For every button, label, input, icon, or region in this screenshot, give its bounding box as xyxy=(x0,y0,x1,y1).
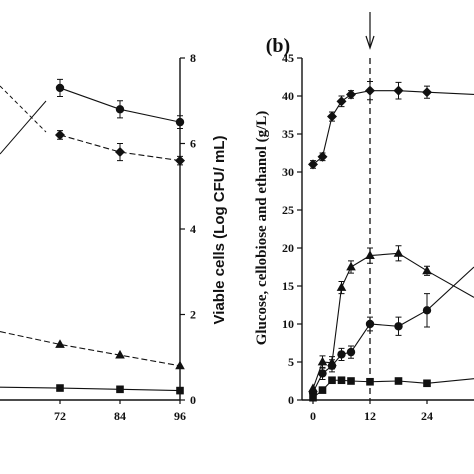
panel-a-partial-line-lower xyxy=(0,85,47,133)
panel-a-square-point xyxy=(116,385,124,394)
panel-b-circle-point xyxy=(318,369,327,378)
panel-a-y-tick-label: 8 xyxy=(190,51,196,65)
panel-b-y-tick-label: 10 xyxy=(282,317,294,331)
panel-a-y-tick-label: 2 xyxy=(190,308,196,322)
panel-a-y-right-label: Viable cells (Log CFU/ mL) xyxy=(211,136,228,325)
panel-b-arrow xyxy=(365,12,375,50)
panel-b-circle-point xyxy=(422,306,432,315)
panel-a-square-point xyxy=(56,384,64,392)
panel-b-triangle-point xyxy=(317,356,328,366)
panel-b-diamond-point xyxy=(422,87,432,98)
panel-b-diamond-point xyxy=(336,96,347,107)
panel-b-y-left-label: Glucose, cellobiose and ethanol (g/L) xyxy=(254,111,270,346)
panel-b-y-tick-label: 40 xyxy=(282,89,294,103)
panel-b-label: (b) xyxy=(266,35,290,57)
panel-b-y-tick-label: 5 xyxy=(288,355,294,369)
panel-b-triangle-point xyxy=(336,282,347,291)
panel-a-partial-line-upper xyxy=(0,100,47,155)
panel-b-y-tick-label: 35 xyxy=(282,127,294,141)
panel-b-x-tick-label: 24 xyxy=(421,409,433,423)
panel-b-circle-point xyxy=(346,347,356,357)
panel-a-circle-point xyxy=(115,105,125,114)
panel-b-y-tick-label: 0 xyxy=(288,393,294,407)
panel-a-circle-point xyxy=(175,117,185,127)
panel-b-y-tick-label: 15 xyxy=(282,279,294,293)
panel-b-square-point xyxy=(318,386,327,394)
panel-b-circle-point xyxy=(394,322,403,331)
panel-a-x-tick-label: 96 xyxy=(174,409,186,423)
panel-a-x-tick-label: 84 xyxy=(114,409,126,423)
panel-a-y-tick-label: 0 xyxy=(190,393,196,407)
panel-b-series-line xyxy=(312,378,474,399)
panel-b-circle-point xyxy=(327,361,337,370)
panel-b-square-point xyxy=(337,376,346,385)
panel-a-series-line xyxy=(59,134,181,162)
panel-a-y-tick-label: 4 xyxy=(190,222,196,236)
panel-a-diamond-point xyxy=(175,155,185,166)
panel-b-square-point xyxy=(347,377,355,385)
panel-b-y-tick-label: 45 xyxy=(282,51,294,65)
panel-a-circle-point xyxy=(55,83,65,93)
panel-a-triangle-point xyxy=(175,360,185,370)
panel-a-diamond-point xyxy=(115,147,125,158)
panel-a: 0 2 4 6 8 72 84 96 Viable cells (Log CFU/ mL) xyxy=(0,51,228,423)
panel-b-diamond-point xyxy=(317,151,328,162)
panel-b-triangle-point xyxy=(346,261,356,271)
panel-b-series-line xyxy=(312,252,474,389)
panel-a-square-point xyxy=(176,386,184,395)
panel-b-square-point xyxy=(394,377,403,385)
panel-b-square-point xyxy=(366,377,374,386)
panel-b-y-tick-label: 30 xyxy=(282,165,294,179)
panel-b-triangle-point xyxy=(393,248,404,257)
panel-b-square-point xyxy=(423,379,431,388)
panel-b-diamond-point xyxy=(365,85,375,96)
panel-b-x-tick-label: 12 xyxy=(364,409,376,423)
panel-a-y-tick-label: 6 xyxy=(190,137,196,151)
panel-b-circle-point xyxy=(337,350,346,359)
panel-b: (b) 0 5 10 15 20 25 30 35 40 45 0 12 24 Glucose, ce… xyxy=(254,12,474,423)
panel-b-y-tick-label: 20 xyxy=(282,241,294,255)
panel-a-triangle-point xyxy=(115,349,125,359)
panel-b-triangle-point xyxy=(365,250,375,259)
panel-a-triangle-point xyxy=(55,339,65,348)
panel-a-series-line xyxy=(0,331,181,367)
panel-b-circle-point xyxy=(365,319,375,329)
panel-b-square-point xyxy=(309,393,317,402)
panel-b-y-tick-label: 25 xyxy=(282,203,294,217)
panel-a-x-tick-label: 72 xyxy=(54,409,66,423)
panel-b-diamond-point xyxy=(308,159,318,170)
panel-b-diamond-point xyxy=(327,111,337,122)
panel-b-x-tick-label: 0 xyxy=(310,409,316,423)
panel-b-square-point xyxy=(328,376,336,385)
panel-b-diamond-point xyxy=(346,89,356,100)
panel-b-triangle-point xyxy=(422,265,432,275)
panel-b-series-line xyxy=(312,266,474,393)
panel-a-series-line xyxy=(0,386,181,392)
arrow-head xyxy=(365,35,375,50)
panel-b-diamond-point xyxy=(393,85,404,96)
panel-a-diamond-point xyxy=(55,129,65,140)
